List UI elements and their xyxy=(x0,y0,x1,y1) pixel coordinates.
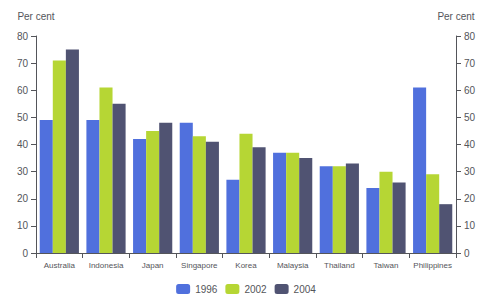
svg-text:Philippines: Philippines xyxy=(413,261,452,270)
svg-text:Singapore: Singapore xyxy=(181,261,218,270)
svg-text:40: 40 xyxy=(464,139,476,150)
svg-text:Thailand: Thailand xyxy=(324,261,355,270)
svg-text:80: 80 xyxy=(464,31,476,42)
svg-text:Australia: Australia xyxy=(44,261,76,270)
svg-text:20: 20 xyxy=(17,193,29,204)
svg-text:10: 10 xyxy=(464,220,476,231)
svg-text:60: 60 xyxy=(464,85,476,96)
svg-text:70: 70 xyxy=(464,58,476,69)
svg-text:2004: 2004 xyxy=(294,284,317,295)
svg-text:1996: 1996 xyxy=(195,284,218,295)
svg-text:0: 0 xyxy=(464,248,470,259)
svg-text:Japan: Japan xyxy=(142,261,164,270)
svg-text:Taiwan: Taiwan xyxy=(374,261,399,270)
svg-text:30: 30 xyxy=(464,166,476,177)
svg-text:Korea: Korea xyxy=(235,261,257,270)
svg-text:30: 30 xyxy=(17,166,29,177)
svg-text:0: 0 xyxy=(22,248,28,259)
svg-text:2002: 2002 xyxy=(244,284,267,295)
svg-text:Indonesia: Indonesia xyxy=(89,261,124,270)
svg-text:Per cent: Per cent xyxy=(17,11,54,22)
svg-text:50: 50 xyxy=(17,112,29,123)
svg-text:70: 70 xyxy=(17,58,29,69)
svg-text:20: 20 xyxy=(464,193,476,204)
svg-text:80: 80 xyxy=(17,31,29,42)
svg-text:50: 50 xyxy=(464,112,476,123)
svg-text:10: 10 xyxy=(17,220,29,231)
svg-text:60: 60 xyxy=(17,85,29,96)
svg-text:Per cent: Per cent xyxy=(437,11,474,22)
svg-text:Malaysia: Malaysia xyxy=(277,261,309,270)
svg-text:40: 40 xyxy=(17,139,29,150)
